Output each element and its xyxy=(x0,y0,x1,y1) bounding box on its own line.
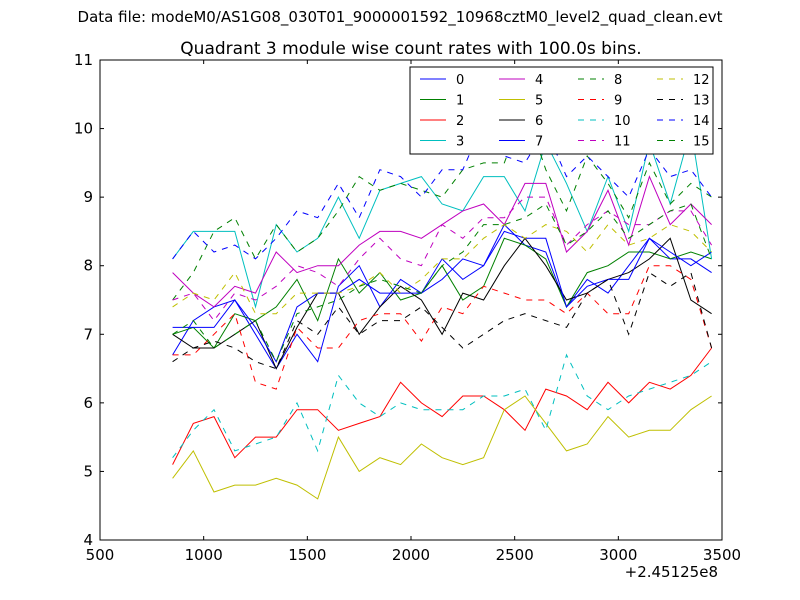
legend-label-13: 13 xyxy=(693,94,710,109)
series-line-7 xyxy=(172,230,712,363)
series-line-2 xyxy=(172,347,712,465)
legend-label-5: 5 xyxy=(535,94,543,109)
y-tick-label: 7 xyxy=(83,325,93,343)
legend-label-6: 6 xyxy=(535,114,543,129)
series-line-9 xyxy=(172,265,713,390)
chart-title: Quadrant 3 module wise count rates with … xyxy=(180,39,641,59)
series-line-6 xyxy=(172,237,712,370)
y-tick-label: 5 xyxy=(83,462,93,480)
data-file-title: Data file: modeM0/AS1G08_030T01_90000015… xyxy=(77,8,723,26)
series-line-12 xyxy=(172,223,712,315)
y-tick-label: 11 xyxy=(74,51,93,69)
legend-label-0: 0 xyxy=(456,73,464,88)
x-tick-label: 3500 xyxy=(703,546,741,564)
y-tick-label: 4 xyxy=(83,531,93,549)
legend-label-1: 1 xyxy=(456,94,464,109)
x-offset-label: +2.45125e8 xyxy=(625,563,718,581)
y-tick-label: 10 xyxy=(74,120,93,138)
legend-label-12: 12 xyxy=(693,73,710,88)
series-line-0 xyxy=(172,223,712,370)
x-tick-label: 2500 xyxy=(496,546,534,564)
x-tick-label: 1500 xyxy=(288,546,326,564)
legend-label-3: 3 xyxy=(456,135,464,150)
series-line-8 xyxy=(172,106,712,301)
y-tick-label: 8 xyxy=(83,257,93,275)
x-tick-label: 3000 xyxy=(599,546,637,564)
legend-box xyxy=(409,66,714,155)
series-line-15 xyxy=(172,203,713,363)
series-line-13 xyxy=(172,271,713,370)
series-line-14 xyxy=(172,120,712,260)
series-line-4 xyxy=(172,175,712,308)
legend-label-10: 10 xyxy=(614,114,631,129)
series-line-11 xyxy=(172,196,713,322)
series-line-3 xyxy=(172,128,713,309)
x-tick-label: 1000 xyxy=(185,546,223,564)
legend-label-11: 11 xyxy=(614,135,631,150)
legend-label-7: 7 xyxy=(535,135,543,150)
x-tick-label: 500 xyxy=(86,546,115,564)
legend-label-2: 2 xyxy=(456,114,464,129)
legend-label-9: 9 xyxy=(614,94,622,109)
y-tick-label: 9 xyxy=(83,188,93,206)
y-tick-label: 6 xyxy=(83,394,93,412)
series-layer xyxy=(172,106,713,500)
legend-label-4: 4 xyxy=(535,73,543,88)
x-tick-label: 2000 xyxy=(392,546,430,564)
legend-label-8: 8 xyxy=(614,73,622,88)
legend-label-15: 15 xyxy=(693,135,710,150)
legend-label-14: 14 xyxy=(693,114,710,129)
series-line-10 xyxy=(172,353,712,459)
series-line-5 xyxy=(172,395,712,500)
